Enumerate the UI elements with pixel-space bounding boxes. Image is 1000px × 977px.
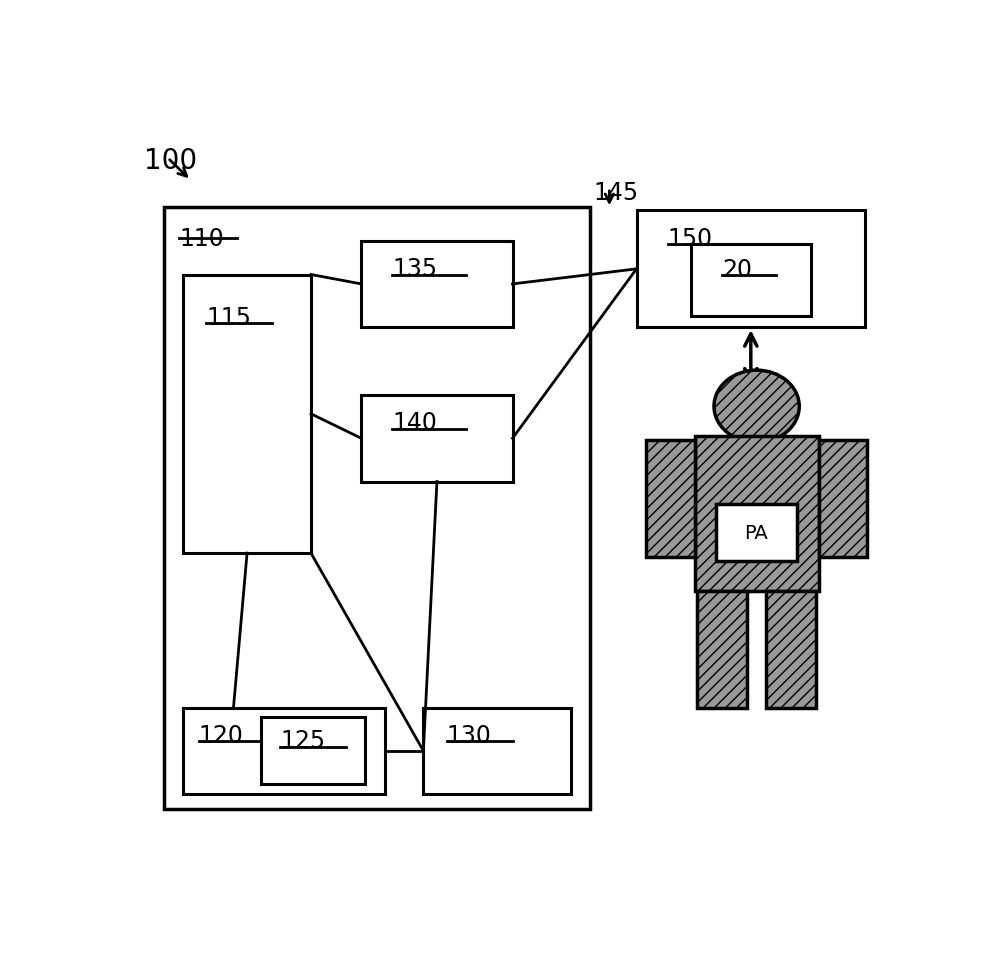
Text: PA: PA: [744, 524, 768, 542]
Bar: [766, 591, 816, 707]
Text: 130: 130: [447, 723, 492, 746]
Bar: [637, 211, 865, 328]
Text: 145: 145: [594, 181, 639, 205]
Ellipse shape: [714, 370, 799, 443]
Bar: [361, 241, 512, 328]
Bar: [819, 441, 867, 557]
Bar: [716, 505, 797, 561]
Bar: [423, 707, 571, 794]
Bar: [691, 245, 811, 317]
Bar: [183, 276, 311, 554]
Bar: [261, 717, 365, 785]
Bar: [361, 396, 512, 482]
Text: 110: 110: [179, 227, 224, 250]
Text: 115: 115: [206, 305, 251, 329]
Text: 120: 120: [199, 723, 244, 746]
Text: 135: 135: [392, 256, 438, 280]
Text: 100: 100: [144, 148, 198, 175]
Bar: [183, 707, 385, 794]
Bar: [695, 437, 819, 591]
Text: 150: 150: [668, 227, 713, 250]
Text: 125: 125: [280, 728, 325, 752]
Bar: [697, 591, 747, 707]
Text: 140: 140: [392, 410, 437, 435]
Text: 20: 20: [722, 258, 752, 282]
Bar: [646, 441, 695, 557]
Bar: [164, 207, 590, 809]
